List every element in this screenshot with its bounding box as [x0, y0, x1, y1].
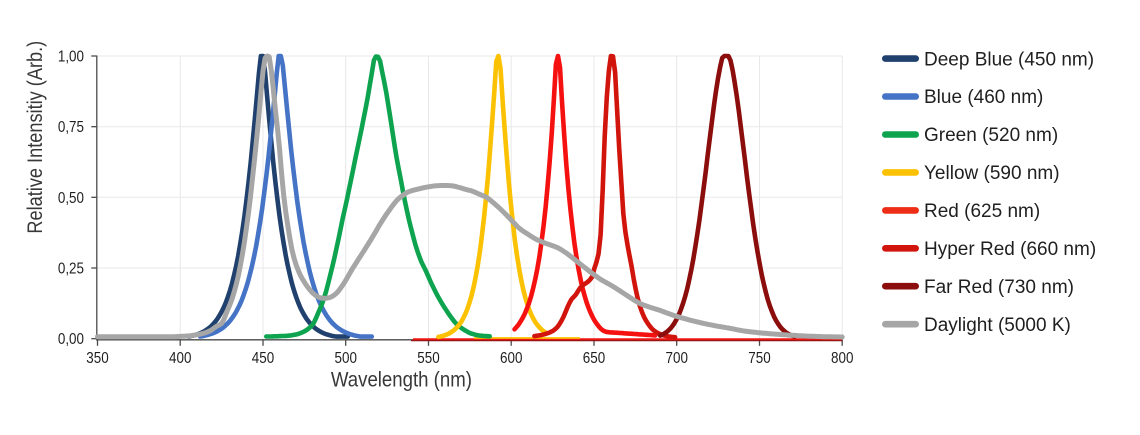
svg-text:550: 550 — [417, 350, 439, 367]
svg-text:Blue (460 nm): Blue (460 nm) — [924, 87, 1043, 108]
svg-text:450: 450 — [252, 350, 274, 367]
svg-text:0,50: 0,50 — [58, 190, 84, 207]
svg-text:600: 600 — [500, 350, 522, 367]
svg-text:0,75: 0,75 — [58, 119, 84, 136]
svg-text:350: 350 — [86, 350, 108, 367]
svg-text:Relative Intensitiy (Arb.): Relative Intensitiy (Arb.) — [24, 41, 48, 234]
svg-text:Wavelength (nm): Wavelength (nm) — [331, 369, 472, 392]
svg-text:0,00: 0,00 — [58, 331, 84, 348]
svg-text:0,25: 0,25 — [58, 261, 84, 278]
svg-text:800: 800 — [831, 350, 853, 367]
svg-text:650: 650 — [583, 350, 605, 367]
svg-text:Hyper Red (660 nm): Hyper Red (660 nm) — [924, 239, 1096, 260]
svg-text:Red (625 nm): Red (625 nm) — [924, 201, 1040, 222]
svg-text:400: 400 — [169, 350, 191, 367]
svg-text:750: 750 — [748, 350, 770, 367]
svg-text:Daylight (5000 K): Daylight (5000 K) — [924, 315, 1071, 336]
svg-text:500: 500 — [334, 350, 356, 367]
svg-text:Far Red (730 nm): Far Red (730 nm) — [924, 277, 1074, 298]
svg-text:700: 700 — [665, 350, 687, 367]
svg-text:Green (520 nm): Green (520 nm) — [924, 125, 1058, 146]
svg-text:Yellow (590 nm): Yellow (590 nm) — [924, 163, 1060, 184]
svg-text:1,00: 1,00 — [58, 49, 84, 66]
svg-text:Deep Blue (450 nm): Deep Blue (450 nm) — [924, 49, 1094, 70]
